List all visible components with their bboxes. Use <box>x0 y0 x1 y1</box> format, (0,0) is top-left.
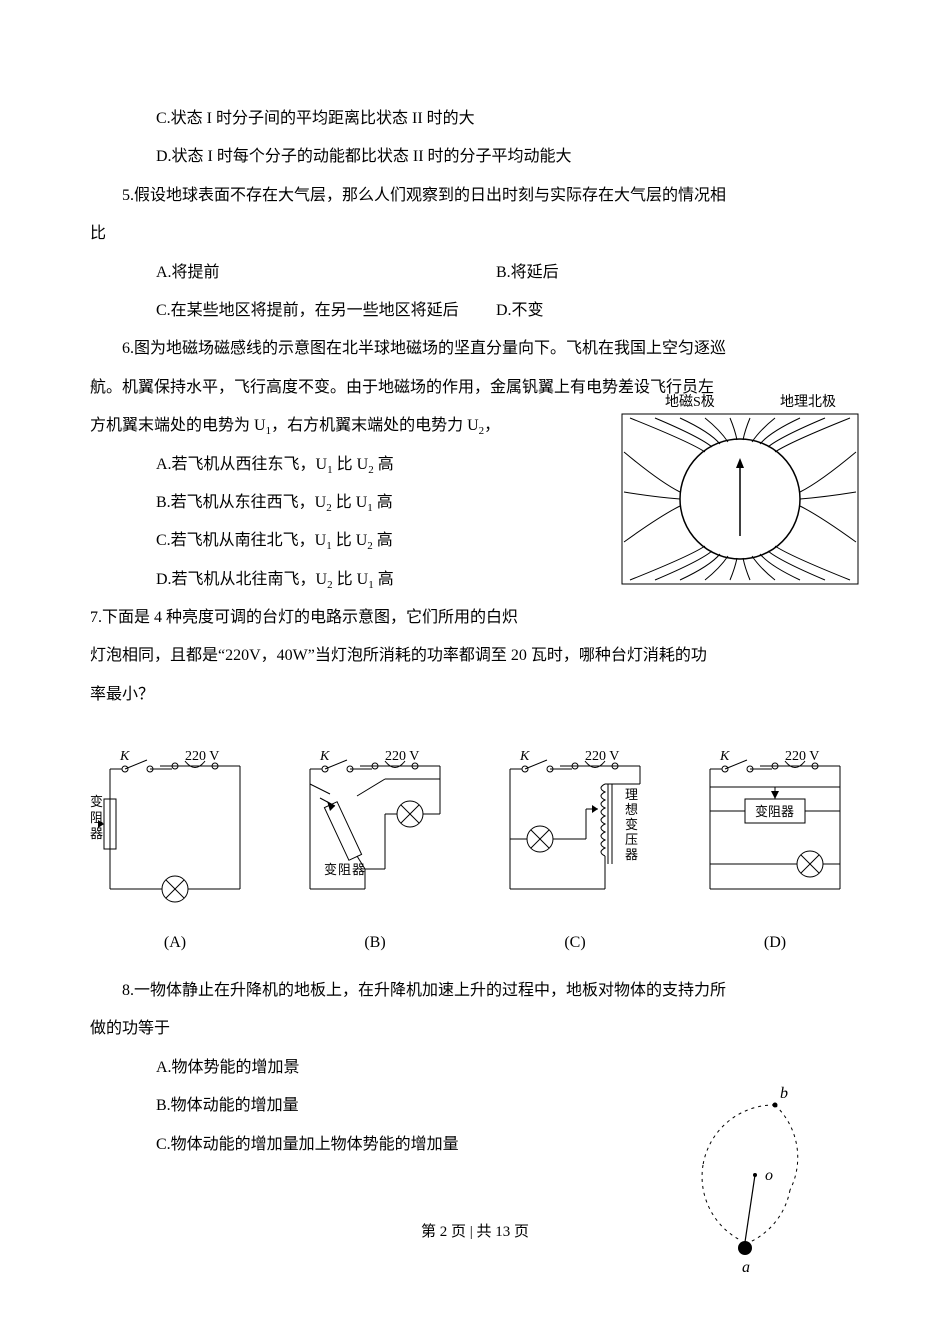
q5-option-a: A.将提前 <box>156 254 496 292</box>
circuit-b: K 220 V 变 阻 器 <box>290 744 460 962</box>
q6-line1: 6.图为地磁场磁感线的示意图在北半球地磁场的坚直分量向下。飞机在我国上空匀逐巡 <box>90 330 860 368</box>
svg-text:K: K <box>519 749 530 764</box>
q4-option-c: C.状态 I 时分子间的平均距离比状态 II 时的大 <box>90 100 860 138</box>
svg-text:压: 压 <box>625 832 639 847</box>
q5-option-c: C.在某些地区将提前，在另一些地区将延后 <box>156 292 496 330</box>
q4-option-d: D.状态 I 时每个分子的动能都比状态 II 时的分子平均动能大 <box>90 138 860 176</box>
earth-magnetic-field-figure: 地磁S极 地理北极 <box>610 392 870 592</box>
circuit-diagrams: K 220 V 变 阻 器 <box>90 744 860 962</box>
circuit-c-label: (C) <box>490 924 660 962</box>
q5-option-d: D.不变 <box>496 292 544 330</box>
svg-text:器: 器 <box>352 862 366 877</box>
q7-line1: 7.下面是 4 种亮度可调的台灯的电路示意图，它们所用的白炽 <box>90 599 860 637</box>
svg-text:220 V: 220 V <box>385 749 419 764</box>
q8-line1: 8.一物体静止在升降机的地板上，在升降机加速上升的过程中，地板对物体的支持力所 <box>90 972 860 1010</box>
svg-text:变: 变 <box>90 794 104 809</box>
svg-text:变: 变 <box>625 817 639 832</box>
q5-option-b: B.将延后 <box>496 254 559 292</box>
svg-text:K: K <box>719 749 730 764</box>
circuit-b-label: (B) <box>290 924 460 962</box>
svg-text:K: K <box>119 749 130 764</box>
circuit-a: K 220 V 变 阻 器 <box>90 744 260 962</box>
q5-stem-line2: 比 <box>90 215 860 253</box>
fig-label-north: 地理北极 <box>780 394 836 410</box>
circuit-c: K 220 V <box>490 744 660 962</box>
svg-text:阻: 阻 <box>90 810 104 825</box>
svg-text:K: K <box>319 749 330 764</box>
fig-label-s-pole: 地磁S极 <box>665 394 715 410</box>
svg-text:变: 变 <box>324 862 338 877</box>
svg-text:器: 器 <box>90 826 104 841</box>
q7-line2: 灯泡相同，且都是“220V，40W”当灯泡所消耗的功率都调至 20 瓦时，哪种台… <box>90 637 860 675</box>
svg-text:阻: 阻 <box>338 862 352 877</box>
q5-stem-line1: 5.假设地球表面不存在大气层，那么人们观察到的日出时刻与实际存在大气层的情况相 <box>90 177 860 215</box>
svg-text:o: o <box>765 1167 773 1184</box>
svg-text:b: b <box>780 1085 788 1102</box>
svg-text:a: a <box>742 1259 750 1276</box>
circuit-d: K 220 V 变阻器 <box>690 744 860 962</box>
svg-text:220 V: 220 V <box>185 749 219 764</box>
circuit-d-label: (D) <box>690 924 860 962</box>
circuit-a-label: (A) <box>90 924 260 962</box>
svg-text:变阻器: 变阻器 <box>755 804 794 819</box>
q7-line3: 率最小？ <box>90 676 860 714</box>
svg-text:理: 理 <box>625 787 639 802</box>
pendulum-figure: b o a <box>670 1080 820 1280</box>
svg-text:想: 想 <box>625 802 639 817</box>
svg-text:220 V: 220 V <box>585 749 619 764</box>
q8-line2: 做的功等于 <box>90 1010 860 1048</box>
svg-text:220 V: 220 V <box>785 749 819 764</box>
svg-text:器: 器 <box>625 847 639 862</box>
